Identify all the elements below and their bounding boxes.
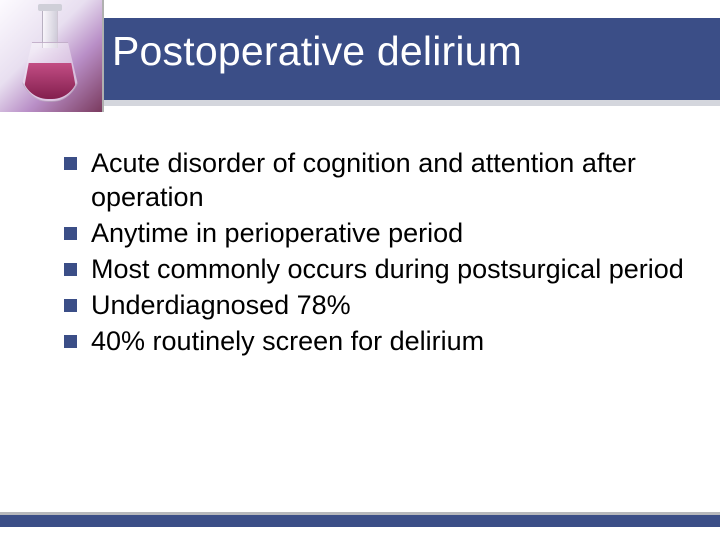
list-item: 40% routinely screen for delirium <box>64 324 684 358</box>
square-bullet-icon <box>64 335 77 348</box>
square-bullet-icon <box>64 157 77 170</box>
bullet-list: Acute disorder of cognition and attentio… <box>64 146 684 360</box>
list-item-text: 40% routinely screen for delirium <box>91 324 484 358</box>
page-title: Postoperative delirium <box>112 28 522 75</box>
list-item-text: Anytime in perioperative period <box>91 216 463 250</box>
logo-box <box>0 0 104 112</box>
header-shadow <box>0 100 720 106</box>
footer-band <box>0 515 720 527</box>
square-bullet-icon <box>64 263 77 276</box>
list-item-text: Most commonly occurs during postsurgical… <box>91 252 684 286</box>
list-item: Most commonly occurs during postsurgical… <box>64 252 684 286</box>
square-bullet-icon <box>64 299 77 312</box>
list-item-text: Underdiagnosed 78% <box>91 288 351 322</box>
square-bullet-icon <box>64 227 77 240</box>
list-item: Acute disorder of cognition and attentio… <box>64 146 684 214</box>
list-item: Underdiagnosed 78% <box>64 288 684 322</box>
list-item-text: Acute disorder of cognition and attentio… <box>91 146 684 214</box>
flask-icon <box>18 8 82 102</box>
list-item: Anytime in perioperative period <box>64 216 684 250</box>
